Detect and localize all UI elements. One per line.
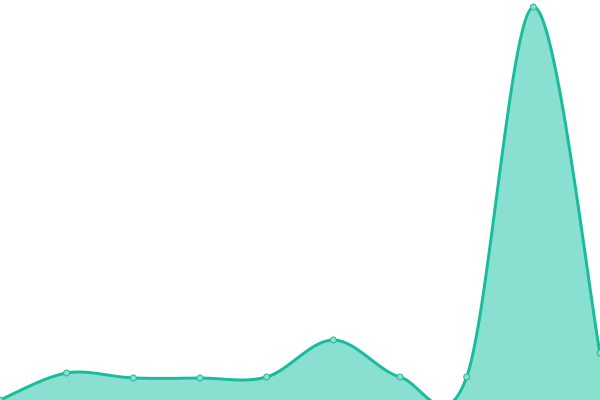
data-point-2	[129, 374, 137, 382]
data-point-1	[63, 369, 71, 377]
data-point-8	[529, 3, 537, 11]
data-point-4	[263, 373, 271, 381]
area-fill	[0, 6, 600, 400]
data-point-0	[0, 396, 4, 400]
data-point-3	[196, 374, 204, 382]
data-point-6	[396, 373, 404, 381]
data-point-7	[463, 373, 471, 381]
data-point-5	[329, 336, 337, 344]
data-point-9	[596, 349, 600, 357]
markers	[0, 3, 600, 400]
